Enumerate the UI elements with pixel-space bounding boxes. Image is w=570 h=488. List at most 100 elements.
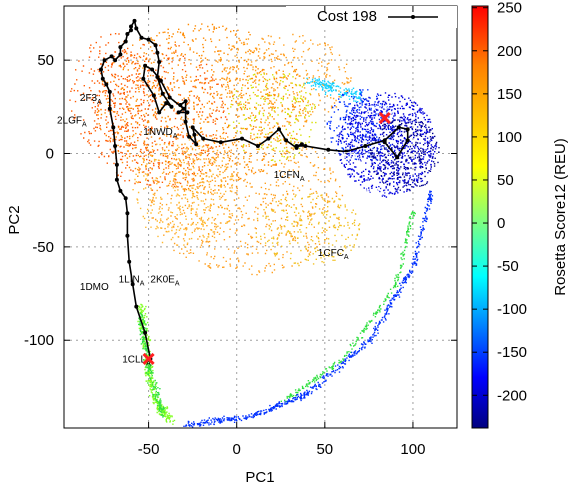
structure-label: 1CFDA xyxy=(330,151,361,164)
structure-label: 2K0EA xyxy=(150,274,179,287)
trajectory xyxy=(99,18,410,361)
trajectory-point xyxy=(266,136,271,141)
scatter-points xyxy=(96,23,308,192)
plot-frame xyxy=(63,5,458,429)
trajectory-point xyxy=(284,138,289,143)
colorbar-tick-label: 0 xyxy=(497,215,505,232)
trajectory-point xyxy=(118,45,123,50)
trajectory-point xyxy=(125,211,130,216)
structure-label: 1XFZA xyxy=(365,104,394,117)
colorbar-tick-label: -200 xyxy=(497,387,527,404)
colorbar-tick-label: -150 xyxy=(497,344,527,361)
trajectory-point xyxy=(299,142,304,147)
x-tick-label: 0 xyxy=(233,441,241,458)
structure-label: 1CFNA xyxy=(274,170,305,183)
trajectory-point xyxy=(194,142,199,147)
x-axis: -50 0 50 100 xyxy=(138,6,425,458)
trajectory-point xyxy=(129,24,133,29)
trajectory-point xyxy=(277,127,281,132)
trajectory-point xyxy=(178,103,183,107)
trajectory-point xyxy=(123,196,128,201)
trajectory-point xyxy=(382,140,387,145)
trajectory-point xyxy=(303,144,308,148)
trajectory-point xyxy=(201,136,206,141)
trajectory-point xyxy=(157,110,162,115)
scatter-points xyxy=(138,211,416,418)
trajectory-point xyxy=(192,132,197,137)
trajectory-point xyxy=(396,125,401,130)
scatter-points xyxy=(255,192,361,267)
grid-lines xyxy=(64,6,457,428)
trajectory-point xyxy=(109,54,114,59)
trajectory-point xyxy=(100,76,105,81)
legend-label: Cost 198 xyxy=(317,8,377,25)
trajectory-point xyxy=(111,125,116,130)
annotations: 2F3A 2LGFA 1NWDA 1XFZA 1CFDA 1CFNA 1MUXA 1CFCA 1… xyxy=(57,93,395,367)
trajectory-point xyxy=(167,95,172,100)
trajectory-point xyxy=(113,144,118,148)
structure-label: 1CLLA xyxy=(122,355,151,368)
trajectory-point xyxy=(143,330,148,335)
markers xyxy=(142,111,391,365)
trajectory-point xyxy=(190,125,195,130)
structure-label: 2F3A xyxy=(80,93,102,106)
structure-label: 1LINA xyxy=(119,274,145,287)
scatter-points xyxy=(150,33,352,276)
trajectory-point xyxy=(157,60,162,64)
scatter-points xyxy=(183,89,434,428)
scatter-points xyxy=(69,33,228,191)
trajectory-point xyxy=(176,110,181,115)
trajectory-point xyxy=(113,58,118,63)
trajectory-point xyxy=(185,110,190,115)
trajectory-point xyxy=(107,106,112,111)
trajectory-point xyxy=(160,91,165,96)
trajectory-point xyxy=(153,43,158,48)
trajectory-point xyxy=(114,177,119,182)
trajectory-point xyxy=(395,155,400,160)
colorbar-tick-label: 250 xyxy=(497,0,522,17)
cross-marker xyxy=(142,352,155,365)
trajectory-point xyxy=(344,149,348,154)
colorbar-tick-label: -50 xyxy=(497,258,519,275)
y-axis-title: PC2 xyxy=(6,205,23,234)
x-tick-label: 50 xyxy=(316,441,333,458)
legend: Cost 198 xyxy=(286,6,457,28)
trajectory-point xyxy=(255,144,260,148)
trajectory-point xyxy=(240,136,244,141)
trajectory-point xyxy=(127,259,132,264)
legend-marker xyxy=(411,15,415,19)
y-tick-label: -100 xyxy=(24,332,54,349)
trajectory-point xyxy=(125,233,130,238)
colorbar-tick-label: 200 xyxy=(497,43,522,60)
y-tick-label: -50 xyxy=(32,239,54,256)
y-axis: 50 0 -50 -100 xyxy=(24,52,457,349)
trajectory-point xyxy=(218,140,223,145)
x-axis-title: PC1 xyxy=(245,469,274,486)
trajectory-point xyxy=(125,32,130,36)
trajectory-point xyxy=(151,93,156,98)
x-tick-label: -50 xyxy=(138,441,160,458)
trajectory-point xyxy=(187,134,192,139)
trajectory-point xyxy=(158,78,163,83)
colorbar-tick-label: 50 xyxy=(497,172,514,189)
trajectory-point xyxy=(104,82,109,87)
trajectory-point xyxy=(107,89,112,94)
trajectory-point xyxy=(294,144,299,148)
trajectory-point xyxy=(326,147,331,152)
scatter-points xyxy=(369,116,440,192)
trajectory-point xyxy=(102,58,107,63)
structure-label: 1DMO xyxy=(80,282,109,293)
trajectory-point xyxy=(405,138,410,143)
trajectory-point xyxy=(405,127,410,132)
trajectory-point xyxy=(141,76,146,81)
trajectory-point xyxy=(132,18,137,23)
colorbar-title: Rosetta Score12 (REU) xyxy=(552,138,569,296)
scatter-points xyxy=(304,77,365,103)
trajectory-point xyxy=(129,28,133,33)
colorbar-tick-label: -100 xyxy=(497,301,527,318)
colorbar: 250 200 150 100 50 0 -50 -100 -150 -200 Rosetta S… xyxy=(471,0,569,429)
structure-label: 1NWDA xyxy=(143,127,177,140)
trajectory-point xyxy=(99,67,103,72)
trajectory-point xyxy=(143,63,148,68)
scatter-points xyxy=(228,73,317,163)
